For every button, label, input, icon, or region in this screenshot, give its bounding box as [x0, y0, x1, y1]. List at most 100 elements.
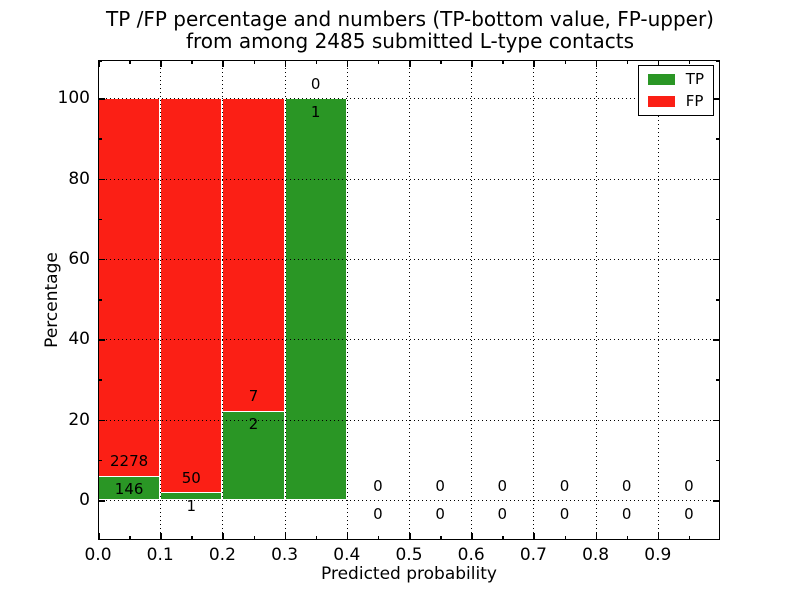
tp-count-label: 0: [497, 504, 508, 523]
x-minor-tick: [626, 60, 629, 64]
chart-title-line1: TP /FP percentage and numbers (TP-bottom…: [106, 7, 714, 31]
bar-tp-segment: [222, 410, 285, 500]
v-gridline: [160, 60, 162, 540]
x-major-tick: [409, 60, 411, 67]
y-major-tick: [98, 500, 105, 502]
x-major-tick: [409, 533, 411, 540]
x-minor-tick: [253, 60, 255, 64]
x-minor-tick: [191, 536, 193, 540]
v-gridline: [533, 60, 535, 540]
bar-tp-segment: [98, 475, 161, 500]
x-tick-label: 0.3: [271, 545, 299, 565]
fp-count-label: 7: [248, 387, 259, 406]
v-gridline: [471, 60, 473, 540]
tp-count-label: 1: [186, 496, 197, 515]
fp-count-label: 0: [373, 476, 383, 495]
x-tick-label: 0.5: [395, 545, 423, 565]
x-minor-tick: [191, 60, 193, 64]
fp-count-label: 0: [497, 476, 508, 495]
x-minor-tick: [440, 60, 442, 64]
x-major-tick: [346, 60, 349, 67]
x-major-tick: [346, 533, 349, 540]
y-major-tick: [98, 419, 105, 422]
x-major-tick: [222, 533, 224, 540]
v-gridline: [595, 60, 597, 540]
tp-count-label: 0: [435, 504, 445, 523]
legend-swatch-fp-icon: [647, 96, 675, 107]
y-major-tick: [713, 98, 720, 100]
y-minor-tick: [716, 138, 720, 140]
fp-count-label: 2278: [110, 452, 149, 471]
y-major-tick: [98, 178, 105, 181]
bar-fp-segment: [160, 98, 223, 493]
legend-entry: FP: [647, 92, 704, 110]
y-tick-label: 100: [57, 88, 90, 109]
y-tick-label: 80: [68, 168, 90, 189]
y-major-tick: [713, 178, 720, 181]
x-tick-label: 0.1: [146, 545, 174, 565]
legend-entry: TP: [647, 70, 704, 88]
v-gridline: [284, 60, 286, 540]
x-tick-label: 0.4: [333, 545, 361, 565]
fp-count-label: 0: [621, 476, 632, 495]
x-minor-tick: [253, 536, 255, 540]
bar-fp-segment: [222, 98, 285, 411]
x-minor-tick: [377, 536, 380, 540]
x-axis-label: Predicted probability: [321, 564, 497, 584]
v-gridline: [657, 60, 659, 540]
chart-title-line2: from among 2485 submitted L-type contact…: [185, 29, 635, 53]
fp-count-label: 0: [684, 476, 694, 495]
x-major-tick: [657, 60, 660, 67]
x-tick-label: 0.8: [582, 545, 610, 565]
x-minor-tick: [440, 536, 442, 540]
x-minor-tick: [688, 60, 691, 64]
x-minor-tick: [129, 536, 131, 540]
x-minor-tick: [688, 536, 691, 540]
x-tick-label: 0.9: [644, 545, 672, 565]
y-minor-tick: [716, 379, 720, 381]
y-major-tick: [98, 258, 105, 261]
tp-count-label: 0: [559, 504, 570, 523]
tp-count-label: 146: [114, 480, 144, 499]
x-major-tick: [284, 60, 287, 67]
bar-tp-segment: [284, 98, 347, 500]
x-major-tick: [657, 533, 660, 540]
y-major-tick: [98, 339, 105, 341]
x-major-tick: [533, 533, 535, 540]
fp-count-label: 50: [181, 468, 201, 487]
x-tick-label: 0.2: [208, 545, 236, 565]
y-minor-tick: [716, 60, 720, 62]
y-minor-tick: [716, 459, 720, 462]
y-tick-label: 0: [79, 490, 90, 510]
legend-label: TP: [685, 70, 704, 88]
tp-count-label: 0: [684, 504, 694, 523]
y-minor-tick: [716, 299, 720, 301]
fp-count-label: 0: [559, 476, 570, 495]
y-minor-tick: [716, 538, 720, 540]
x-minor-tick: [377, 60, 380, 64]
y-minor-tick: [98, 138, 102, 140]
x-major-tick: [222, 60, 224, 67]
plot-area: 2278 146 50 1 7 2 0 1 0 0 0 0 0 0 0 0 0 0 0 0 TP FP: [98, 60, 720, 540]
x-major-tick: [160, 60, 162, 67]
x-minor-tick: [129, 60, 131, 64]
x-minor-tick: [564, 536, 566, 540]
y-minor-tick: [98, 538, 102, 540]
v-gridline: [222, 60, 224, 540]
tp-count-label: 1: [310, 102, 321, 121]
y-minor-tick: [98, 299, 102, 301]
fp-count-label: 0: [310, 74, 321, 93]
tp-count-label: 2: [248, 415, 259, 434]
x-major-tick: [284, 533, 287, 540]
legend-swatch-tp-icon: [647, 74, 675, 85]
bar-fp-segment: [98, 98, 161, 476]
y-tick-label: 60: [68, 248, 90, 269]
chart-title: TP /FP percentage and numbers (TP-bottom…: [60, 8, 760, 52]
y-major-tick: [713, 419, 720, 422]
y-major-tick: [713, 258, 720, 261]
y-minor-tick: [98, 379, 102, 381]
legend-label: FP: [685, 92, 704, 110]
x-major-tick: [595, 60, 598, 67]
x-minor-tick: [502, 536, 504, 540]
x-major-tick: [471, 533, 473, 540]
